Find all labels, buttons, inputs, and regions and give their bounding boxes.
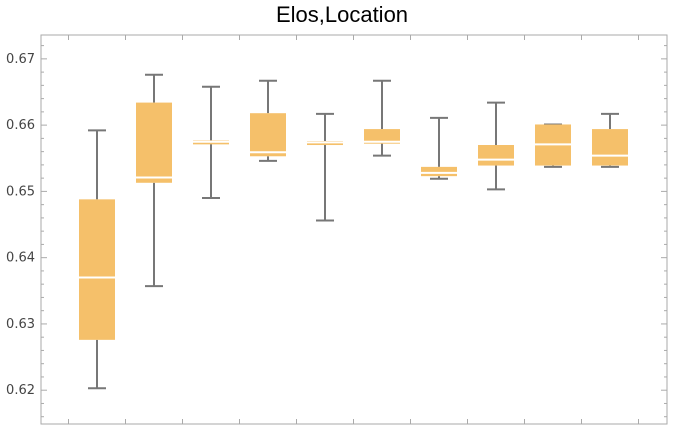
box-7 (421, 116, 457, 180)
iqr-box (250, 113, 286, 157)
box-4 (250, 79, 286, 162)
y-tick-label: 0.62 (6, 383, 35, 398)
plot-frame-rect (40, 34, 668, 425)
iqr-box (136, 102, 172, 183)
plot-frame (40, 34, 668, 425)
box-6 (364, 79, 400, 157)
box-8 (478, 101, 514, 191)
y-tick-label: 0.67 (6, 52, 35, 67)
iqr-box (79, 199, 115, 340)
boxes (79, 73, 628, 390)
y-tick-label: 0.65 (6, 184, 35, 199)
iqr-box (364, 129, 400, 144)
iqr-box (592, 129, 628, 166)
axis-ticks: 0.62 0.63 0.64 0.65 0.66 0.67 (6, 35, 667, 424)
box-5 (307, 112, 343, 222)
y-tick-label: 0.63 (6, 317, 35, 332)
box-2 (136, 73, 172, 288)
chart-title: Elos,Location (275, 2, 409, 27)
box-1 (79, 129, 115, 390)
box-9 (535, 123, 571, 168)
box-3 (193, 85, 229, 200)
y-tick-label: 0.66 (6, 118, 35, 133)
box-10 (592, 112, 628, 168)
iqr-box (421, 166, 457, 177)
iqr-box (478, 145, 514, 166)
y-tick-label: 0.64 (6, 251, 35, 266)
